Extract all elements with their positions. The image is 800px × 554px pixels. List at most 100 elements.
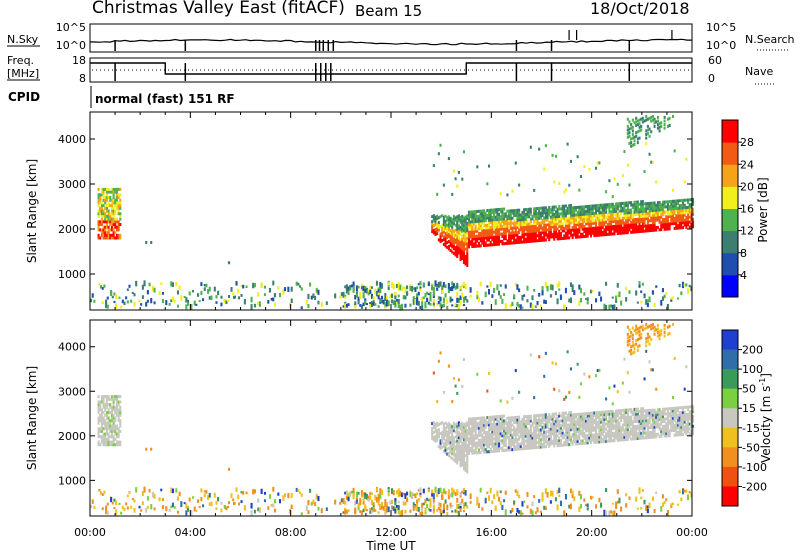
velocity-cell	[457, 431, 460, 435]
velocity-cell	[369, 491, 372, 496]
power-cell	[596, 233, 599, 237]
velocity-cell	[513, 428, 516, 432]
velocity-cell	[310, 501, 313, 506]
velocity-cell	[98, 489, 101, 492]
velocity-cell	[600, 413, 603, 417]
power-cell	[533, 288, 536, 292]
power-cell	[479, 226, 482, 230]
power-cell	[105, 193, 108, 197]
velocity-cell	[467, 422, 470, 426]
velocity-cell	[529, 417, 532, 421]
power-cell	[451, 285, 454, 292]
power-cell	[431, 215, 434, 219]
power-cell	[498, 227, 501, 231]
power-cell	[638, 227, 641, 231]
power-cell	[489, 228, 492, 232]
velocity-cell	[531, 434, 534, 438]
power-cell	[424, 293, 427, 298]
velocity-cell	[270, 503, 273, 507]
power-cell	[670, 204, 673, 208]
power-cell	[481, 236, 484, 240]
power-cell	[128, 284, 131, 288]
power-cell	[611, 210, 614, 214]
power-cell	[544, 218, 547, 222]
power-cell	[427, 282, 430, 287]
power-cell	[102, 236, 105, 240]
velocity-cell	[484, 448, 487, 452]
velocity-cell	[531, 424, 534, 428]
velocity-cell	[464, 424, 467, 428]
velocity-cell	[526, 429, 529, 433]
velocity-cell	[516, 423, 519, 427]
power-cell	[670, 209, 673, 213]
velocity-cell	[571, 423, 574, 427]
power-cell	[501, 227, 504, 231]
power-cell	[529, 302, 532, 308]
power-cell	[484, 214, 487, 218]
power-cell	[643, 170, 646, 174]
power-cell	[446, 245, 449, 249]
velocity-cell	[513, 440, 516, 444]
velocity-cell	[615, 421, 618, 425]
power-cell	[514, 221, 517, 225]
power-cell	[574, 230, 578, 234]
velocity-cell	[526, 417, 529, 421]
velocity-cell	[145, 507, 148, 513]
velocity-cell	[345, 495, 348, 500]
velocity-cell	[115, 424, 118, 428]
velocity-cell	[514, 445, 517, 449]
power-cell	[666, 225, 669, 229]
velocity-cell	[543, 440, 546, 444]
power-cell	[494, 240, 497, 244]
power-cell	[574, 218, 578, 222]
power-cell	[150, 297, 153, 304]
power-cell	[499, 192, 502, 196]
power-cell	[553, 212, 556, 216]
velocity-cell	[531, 446, 534, 450]
power-cell	[553, 230, 556, 234]
power-cell	[501, 207, 504, 211]
velocity-cell	[553, 415, 556, 419]
power-cell	[457, 236, 460, 240]
power-cell	[452, 283, 455, 289]
power-cell	[442, 225, 445, 229]
power-cell	[439, 239, 442, 243]
power-cell	[563, 229, 566, 233]
power-cell	[685, 208, 688, 212]
power-cell	[394, 291, 397, 296]
power-cell	[615, 217, 618, 221]
velocity-cell	[521, 437, 524, 441]
power-cell	[686, 288, 690, 294]
velocity-cell	[583, 372, 586, 376]
power-cell	[533, 212, 536, 216]
velocity-cell	[107, 419, 110, 423]
velocity-cell	[464, 427, 467, 431]
velocity-cell	[459, 437, 462, 441]
velocity-cell	[533, 433, 536, 437]
velocity-cell	[431, 436, 434, 440]
velocity-cell	[554, 441, 557, 445]
power-cell	[578, 218, 581, 222]
noise-tick-bottom: 10^0	[56, 39, 86, 52]
power-cell	[452, 232, 455, 236]
power-cell	[608, 210, 611, 214]
power-cell	[584, 297, 588, 300]
velocity-cell	[553, 432, 556, 436]
power-cell	[360, 304, 363, 310]
velocity-cell	[533, 446, 536, 450]
velocity-cell	[605, 511, 608, 517]
velocity-cell	[482, 418, 486, 422]
power-cell	[516, 218, 519, 222]
power-cell	[112, 212, 115, 216]
power-cell	[635, 220, 638, 224]
power-cell	[105, 214, 108, 218]
power-cell	[454, 216, 457, 220]
velocity-cell	[601, 420, 604, 424]
power-cell	[564, 216, 567, 220]
velocity-cell	[472, 424, 476, 428]
power-cell	[441, 226, 444, 230]
velocity-cell	[466, 467, 469, 471]
power-cell	[529, 212, 532, 216]
velocity-cell	[523, 415, 526, 419]
velocity-cell	[533, 421, 536, 425]
